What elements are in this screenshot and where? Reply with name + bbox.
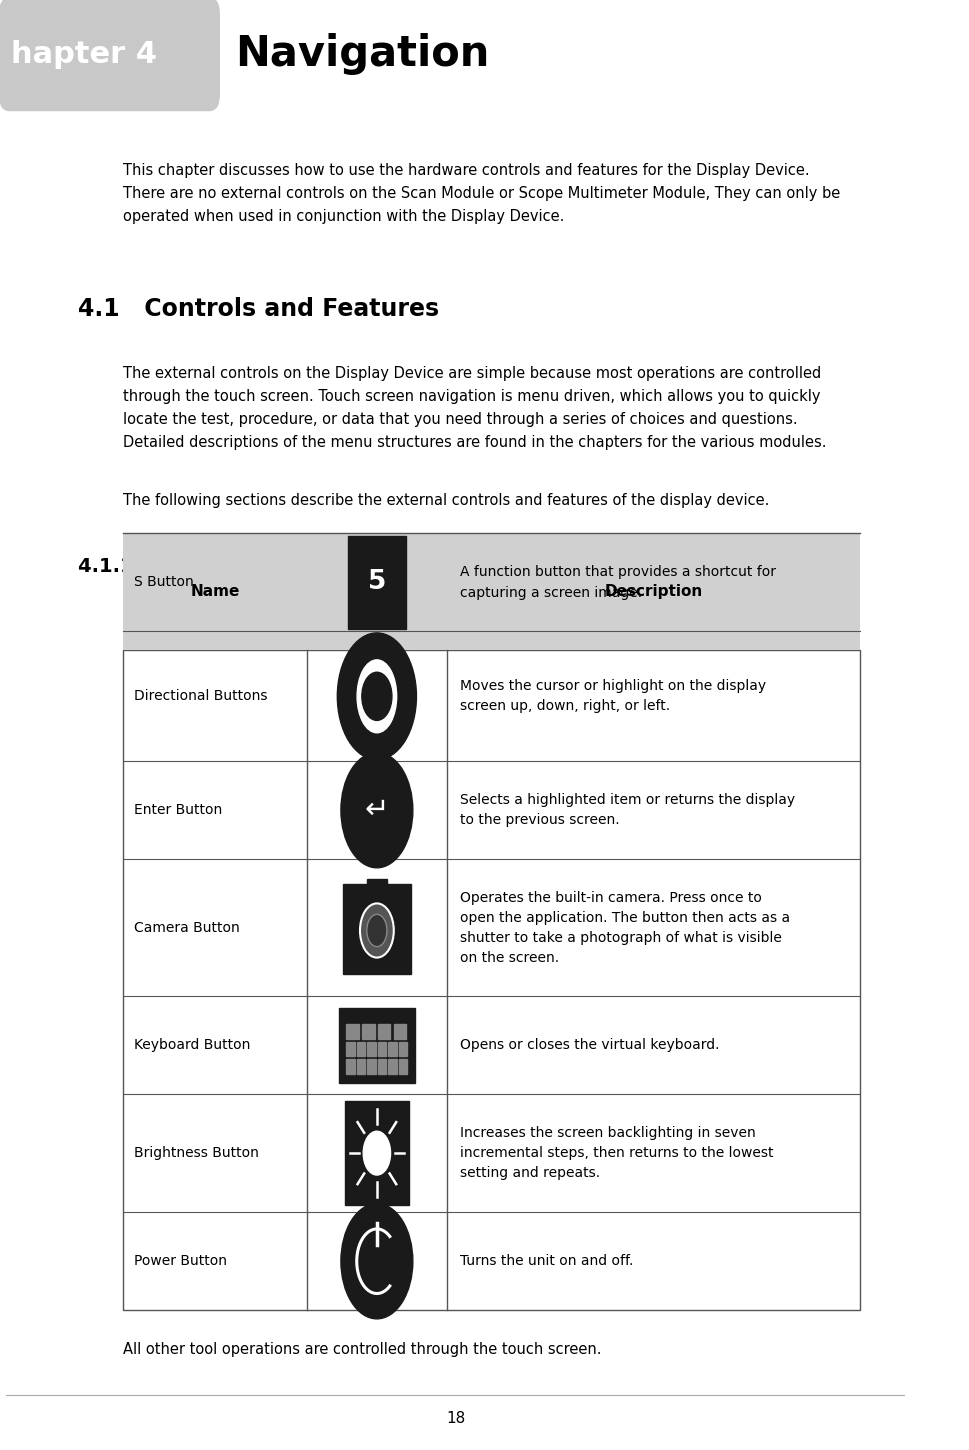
- FancyBboxPatch shape: [362, 1024, 374, 1038]
- Text: ▲: ▲: [371, 639, 382, 654]
- FancyBboxPatch shape: [345, 1101, 409, 1205]
- FancyBboxPatch shape: [357, 1041, 365, 1056]
- Text: 5: 5: [367, 570, 386, 596]
- Text: The external controls on the Display Device are simple because most operations a: The external controls on the Display Dev…: [123, 367, 827, 450]
- Text: Description: Description: [605, 584, 703, 599]
- Text: ◀: ◀: [337, 689, 347, 703]
- FancyBboxPatch shape: [357, 1060, 365, 1074]
- Text: Keyboard Button: Keyboard Button: [134, 1038, 250, 1053]
- FancyBboxPatch shape: [399, 1041, 407, 1056]
- Text: hapter 4: hapter 4: [11, 39, 157, 68]
- Circle shape: [341, 1204, 413, 1320]
- Text: Navigation: Navigation: [235, 33, 489, 75]
- Text: S Button: S Button: [134, 576, 194, 590]
- Text: Enter Button: Enter Button: [134, 803, 222, 818]
- FancyBboxPatch shape: [343, 884, 411, 974]
- Text: Directional Buttons: Directional Buttons: [134, 689, 267, 703]
- FancyBboxPatch shape: [393, 1024, 406, 1038]
- FancyBboxPatch shape: [378, 1041, 386, 1056]
- Circle shape: [361, 673, 391, 721]
- Text: ▶: ▶: [406, 689, 417, 703]
- FancyBboxPatch shape: [389, 1060, 396, 1074]
- FancyBboxPatch shape: [348, 536, 406, 629]
- Text: Table 4-1: Table 4-1: [123, 628, 187, 639]
- Text: 18: 18: [446, 1411, 465, 1425]
- FancyBboxPatch shape: [0, 0, 220, 112]
- Text: 4.1.1  Control Buttons: 4.1.1 Control Buttons: [78, 557, 321, 576]
- FancyBboxPatch shape: [367, 879, 387, 893]
- Text: ↵: ↵: [364, 796, 390, 824]
- Text: Turns the unit on and off.: Turns the unit on and off.: [460, 1254, 634, 1269]
- Text: The following sections describe the external controls and features of the displa: The following sections describe the exte…: [123, 493, 769, 508]
- Text: ▼: ▼: [371, 740, 382, 753]
- Circle shape: [363, 1131, 391, 1174]
- Text: Display Device control buttons: Display Device control buttons: [188, 628, 384, 639]
- Text: Button: Button: [348, 584, 406, 599]
- FancyBboxPatch shape: [347, 1041, 355, 1056]
- FancyBboxPatch shape: [389, 1041, 396, 1056]
- Text: A function button that provides a shortcut for
capturing a screen image.: A function button that provides a shortc…: [460, 566, 776, 599]
- Bar: [123, 534, 860, 650]
- FancyBboxPatch shape: [399, 1060, 407, 1074]
- Circle shape: [359, 903, 393, 957]
- Ellipse shape: [358, 660, 396, 732]
- Circle shape: [337, 632, 417, 760]
- FancyBboxPatch shape: [367, 1041, 376, 1056]
- FancyBboxPatch shape: [367, 1060, 376, 1074]
- Text: Operates the built-in camera. Press once to
open the application. The button the: Operates the built-in camera. Press once…: [460, 890, 790, 964]
- Circle shape: [341, 753, 413, 867]
- Text: Camera Button: Camera Button: [134, 921, 239, 935]
- Text: This chapter discusses how to use the hardware controls and features for the Dis: This chapter discusses how to use the ha…: [123, 164, 840, 223]
- Text: Brightness Button: Brightness Button: [134, 1146, 259, 1160]
- Text: Increases the screen backlighting in seven
incremental steps, then returns to th: Increases the screen backlighting in sev…: [460, 1127, 773, 1180]
- FancyBboxPatch shape: [378, 1024, 391, 1038]
- FancyBboxPatch shape: [347, 1060, 355, 1074]
- Text: 4.1   Controls and Features: 4.1 Controls and Features: [78, 297, 439, 320]
- Text: Power Button: Power Button: [134, 1254, 227, 1269]
- Text: Name: Name: [190, 584, 239, 599]
- Text: Moves the cursor or highlight on the display
screen up, down, right, or left.: Moves the cursor or highlight on the dis…: [460, 679, 766, 713]
- FancyBboxPatch shape: [378, 1060, 386, 1074]
- Text: Selects a highlighted item or returns the display
to the previous screen.: Selects a highlighted item or returns th…: [460, 793, 796, 826]
- FancyBboxPatch shape: [339, 1008, 415, 1083]
- Bar: [123, 650, 860, 1311]
- Circle shape: [367, 915, 387, 947]
- FancyBboxPatch shape: [347, 1024, 359, 1038]
- Text: Opens or closes the virtual keyboard.: Opens or closes the virtual keyboard.: [460, 1038, 720, 1053]
- Text: Name and location of control buttons:: Name and location of control buttons:: [123, 602, 401, 616]
- Text: All other tool operations are controlled through the touch screen.: All other tool operations are controlled…: [123, 1341, 602, 1357]
